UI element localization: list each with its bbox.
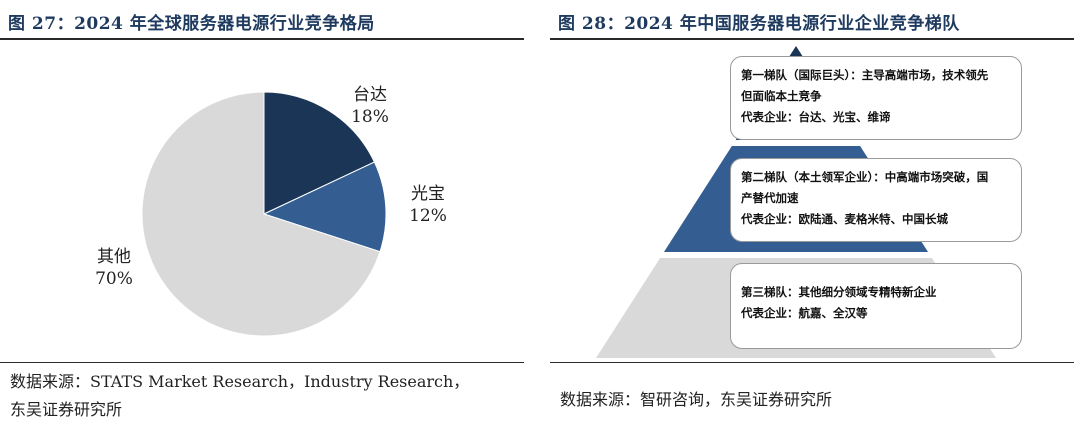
pie-slice-others (141, 91, 381, 337)
left-source-line-2: 东吴证券研究所 (10, 400, 123, 419)
right-figure-title: 图 28：2024 年中国服务器电源行业企业竞争梯队 (558, 14, 960, 34)
right-figure-panel: 图 28：2024 年中国服务器电源行业企业竞争梯队 第一梯队（国际巨头）：主导… (550, 0, 1080, 428)
pie-chart (141, 91, 387, 337)
pie-label-name: 其他 (97, 247, 131, 267)
pie-slice-delta (263, 91, 376, 215)
pie-slice-liteon (262, 161, 387, 253)
tier-3-line-2: 代表企业：航嘉、全汉等 (741, 306, 868, 320)
left-top-rule (0, 38, 524, 40)
pie-label-liteon: 光宝 12% (398, 183, 458, 227)
left-bottom-rule (0, 362, 524, 363)
right-bottom-rule (550, 362, 1074, 363)
pie-label-value: 70% (95, 269, 133, 289)
left-source: 数据来源：STATS Market Research，Industry Rese… (10, 368, 469, 424)
pie-label-name: 光宝 (411, 184, 445, 204)
left-figure-panel: 图 27：2024 年全球服务器电源行业竞争格局 台达 18% 光宝 12% 其… (0, 0, 528, 428)
pie-label-value: 12% (409, 206, 447, 226)
right-top-rule (550, 38, 1074, 40)
tier-2-line-2: 产替代加速 (741, 191, 799, 205)
tier-1-line-1: 第一梯队（国际巨头）：主导高端市场，技术领先 (741, 68, 989, 82)
tier-1-line-3: 代表企业：台达、光宝、维谛 (741, 110, 891, 124)
tier-2-line-3: 代表企业：欧陆通、麦格米特、中国长城 (741, 212, 948, 226)
right-source: 数据来源：智研咨询，东吴证券研究所 (560, 390, 833, 409)
pie-label-value: 18% (351, 107, 389, 127)
left-source-line-1: 数据来源：STATS Market Research，Industry Rese… (10, 372, 470, 391)
left-figure-title: 图 27：2024 年全球服务器电源行业竞争格局 (8, 14, 375, 34)
tier-1-box: 第一梯队（国际巨头）：主导高端市场，技术领先 但面临本土竞争 代表企业：台达、光… (730, 56, 1022, 140)
tier-2-box: 第二梯队（本土领军企业）：中高端市场突破，国 产替代加速 代表企业：欧陆通、麦格… (730, 158, 1022, 242)
pie-label-others: 其他 70% (84, 246, 144, 290)
pie-label-name: 台达 (353, 85, 387, 105)
tier-1-line-2: 但面临本土竞争 (741, 89, 822, 103)
tier-3-box: 第三梯队：其他细分领域专精特新企业 代表企业：航嘉、全汉等 (730, 263, 1022, 349)
tier-2-line-1: 第二梯队（本土领军企业）：中高端市场突破，国 (741, 170, 989, 184)
tier-3-line-1: 第三梯队：其他细分领域专精特新企业 (741, 285, 937, 299)
pie-label-delta: 台达 18% (340, 84, 400, 128)
